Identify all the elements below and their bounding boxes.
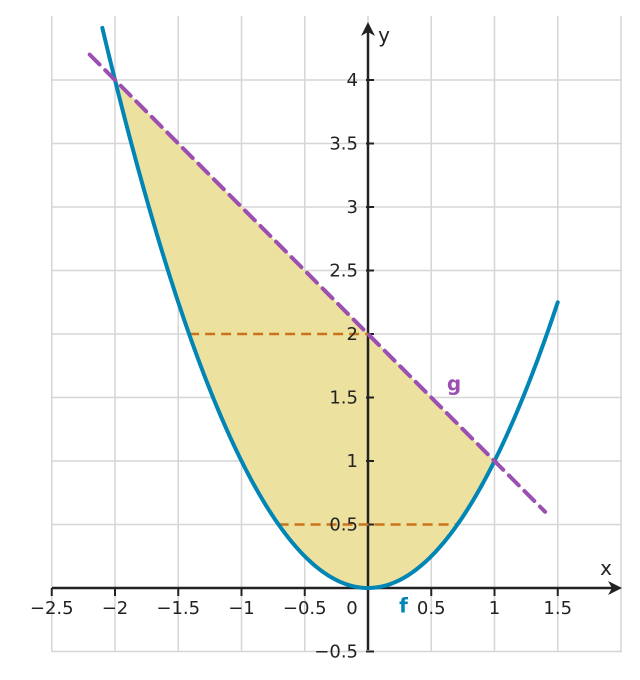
x-tick-label: 0.5 <box>417 598 446 619</box>
y-tick-label: 1.5 <box>329 388 358 409</box>
guide-segments <box>189 332 458 526</box>
y-tick-label: 3 <box>347 197 358 218</box>
x-tick-label: 0 <box>346 598 357 619</box>
x-tick-label: 1 <box>489 598 500 619</box>
y-tick-label: 2.5 <box>329 261 358 282</box>
y-axis-arrow <box>361 22 375 36</box>
x-tick-label: −0.5 <box>283 598 327 619</box>
series-lines <box>87 25 560 591</box>
series-line-g <box>87 52 548 514</box>
y-tick-label: 3.5 <box>329 134 358 155</box>
y-axis-label: y <box>378 23 390 47</box>
series-label-f: f <box>399 594 408 618</box>
x-tick-label: −1 <box>228 598 255 619</box>
x-tick-label: 1.5 <box>543 598 572 619</box>
y-tick-label: 0.5 <box>329 515 358 536</box>
tick-labels: −2.5 −2 −1.5 −1 −0.5 0 0.5 1 1.5 −0.5 0.5 1 1.5 2 2.5 3… <box>30 70 572 663</box>
y-tick-label: 2 <box>347 324 358 345</box>
x-tick-label: −1.5 <box>156 598 200 619</box>
y-tick-label: 4 <box>347 70 358 91</box>
axes <box>50 22 622 653</box>
y-tick-label: −0.5 <box>314 642 358 663</box>
x-axis-arrow <box>608 581 622 595</box>
series-label-g: g <box>447 371 461 395</box>
x-tick-label: −2.5 <box>30 598 74 619</box>
x-axis-label: x <box>600 556 612 580</box>
series-line-f <box>100 25 560 591</box>
x-tick-label: −2 <box>102 598 129 619</box>
y-tick-label: 1 <box>347 451 358 472</box>
